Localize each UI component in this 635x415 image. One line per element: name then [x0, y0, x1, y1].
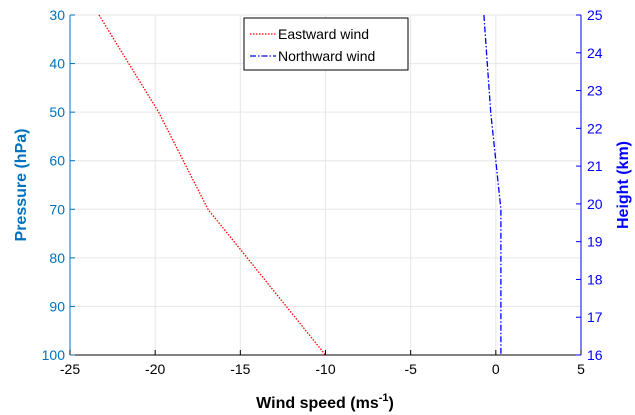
- left-tick-label: 60: [49, 153, 65, 169]
- left-tick-label: 30: [49, 7, 65, 23]
- legend-box: [243, 17, 409, 71]
- left-tick-label: 40: [49, 56, 65, 72]
- legend-label-eastward: Eastward wind: [278, 26, 369, 42]
- left-tick-label: 90: [49, 298, 65, 314]
- axes: -25 -20 -15 -10 -5 0 5 30 40 50 60 70 80 90 100 16 17 18 1…: [42, 7, 603, 377]
- x-axis-title: Wind speed (ms-1): [256, 392, 394, 412]
- legend-label-northward: Northward wind: [278, 48, 375, 64]
- right-tick-label: 22: [587, 120, 603, 136]
- x-axis-title-close: ): [389, 395, 394, 412]
- right-tick-label: 21: [587, 158, 603, 174]
- x-tick-label: 0: [492, 361, 500, 377]
- series-line-eastward-wind: [98, 14, 327, 356]
- left-tick-label: 100: [42, 347, 66, 363]
- x-tick-label: -15: [230, 361, 250, 377]
- left-tick-label: 70: [49, 201, 65, 217]
- x-tick-label: 5: [577, 361, 585, 377]
- right-tick-label: 17: [587, 309, 603, 325]
- left-tick-label: 50: [49, 104, 65, 120]
- right-tick-label: 25: [587, 7, 603, 23]
- right-axis-title: Height (km): [615, 141, 632, 229]
- right-tick-label: 24: [587, 45, 603, 61]
- x-tick-label: -25: [60, 361, 80, 377]
- series-line-northward-wind: [483, 14, 502, 355]
- x-tick-label: -5: [404, 361, 417, 377]
- x-tick-label: -10: [315, 361, 335, 377]
- x-axis-title-main: Wind speed (ms: [256, 395, 379, 412]
- right-tick-label: 18: [587, 271, 603, 287]
- left-axis-title: Pressure (hPa): [13, 129, 30, 242]
- right-tick-label: 16: [587, 347, 603, 363]
- series-layer: [98, 14, 502, 356]
- right-tick-label: 19: [587, 234, 603, 250]
- right-tick-label: 23: [587, 83, 603, 99]
- right-tick-label: 20: [587, 196, 603, 212]
- x-axis-title-superscript: -1: [379, 392, 389, 404]
- left-tick-label: 80: [49, 250, 65, 266]
- x-tick-label: -20: [145, 361, 165, 377]
- legend: Eastward wind Northward wind: [243, 17, 409, 71]
